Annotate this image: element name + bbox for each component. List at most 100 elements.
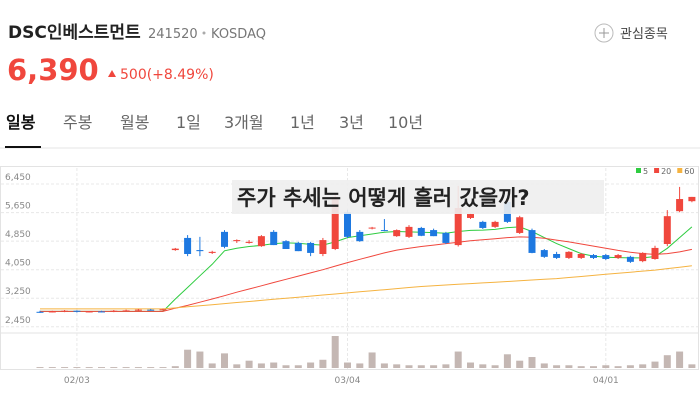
candle-body	[565, 251, 573, 258]
volume-bar	[184, 349, 192, 368]
volume-bar	[454, 351, 462, 368]
candle-body	[417, 227, 425, 236]
legend-swatch	[654, 168, 660, 173]
candle-body	[319, 240, 327, 254]
candle-body	[233, 240, 241, 242]
volume-bar	[98, 367, 105, 368]
candle-body	[626, 256, 634, 262]
volume-bar	[257, 363, 265, 368]
volume-bar	[516, 360, 524, 368]
volume-bar	[61, 367, 69, 368]
y-tick-label: 4,050	[5, 259, 31, 269]
volume-bar	[503, 354, 511, 368]
volume-bar	[221, 353, 228, 368]
candle-body	[36, 311, 44, 313]
ma-line	[40, 236, 692, 312]
volume-bar	[553, 365, 561, 368]
candle-body	[663, 216, 671, 245]
volume-bar	[430, 365, 438, 368]
volume-bar	[85, 367, 93, 368]
candle-body	[442, 232, 450, 243]
chart-frame	[0, 166, 699, 370]
legend-label: 5	[643, 167, 648, 176]
volume-bar	[331, 336, 339, 368]
volume-bar	[405, 365, 413, 368]
candle-body	[454, 207, 462, 246]
candle-body	[307, 242, 315, 253]
volume-bar	[356, 363, 364, 368]
volume-bar	[134, 367, 142, 368]
y-tick-label: 6,450	[5, 173, 31, 183]
candle-body	[602, 255, 610, 259]
volume-bar	[651, 361, 659, 368]
candle-body	[676, 199, 684, 212]
candle-body	[393, 230, 401, 237]
candle-body	[270, 231, 278, 246]
ma-line	[40, 265, 692, 310]
x-tick-label: 04/01	[593, 376, 619, 386]
volume-bar	[380, 363, 388, 368]
tab[interactable]: 주봉	[63, 113, 92, 132]
volume-bar	[442, 364, 450, 368]
annotation: 주가 추세는 어떻게 흘러 갔을까?	[237, 186, 530, 210]
candle-body	[688, 196, 696, 202]
tab[interactable]: 3년	[339, 113, 364, 132]
volume-bar	[676, 351, 684, 368]
candle-body	[344, 212, 351, 237]
legend-swatch	[677, 168, 683, 173]
candle-body	[553, 253, 561, 258]
y-tick-label: 4,850	[5, 230, 31, 240]
volume-bar	[159, 367, 167, 368]
volume-bar	[196, 351, 204, 368]
candle-body	[48, 311, 56, 313]
volume-bar	[565, 365, 573, 368]
candle-body	[98, 311, 105, 313]
candle-body	[590, 255, 597, 258]
candle-body	[221, 231, 228, 247]
volume-bar	[319, 359, 327, 368]
volume-bar	[110, 367, 118, 368]
volume-bar	[122, 367, 130, 368]
candle-body	[491, 221, 499, 227]
candle-body	[430, 230, 438, 237]
legend-swatch	[636, 168, 641, 173]
volume-bar	[344, 362, 351, 368]
separator-dot	[202, 31, 206, 35]
candle-body	[245, 241, 253, 243]
candle-body	[405, 226, 413, 237]
active-tab-underline	[5, 146, 41, 148]
volume-bar	[467, 362, 474, 368]
volume-bar	[639, 364, 647, 368]
tab[interactable]: 일봉	[6, 113, 36, 132]
volume-bar	[147, 367, 155, 368]
candle-body	[61, 310, 69, 312]
y-tick-label: 5,650	[5, 202, 31, 212]
y-tick-label: 3,250	[5, 287, 31, 297]
tab[interactable]: 3개월	[224, 113, 264, 132]
candle-body	[467, 214, 474, 218]
watch-label: 관심종목	[620, 27, 668, 42]
volume-bar	[245, 360, 253, 368]
candle-body	[196, 250, 204, 252]
x-tick-label: 03/04	[335, 376, 361, 386]
candle-body	[171, 248, 179, 251]
candle-body	[516, 217, 524, 233]
stock-name: DSC인베스트먼트	[8, 23, 141, 43]
volume-bar	[282, 365, 290, 368]
stock-code: 241520	[148, 27, 198, 42]
market: KOSDAQ	[211, 27, 266, 42]
volume-bar	[491, 365, 499, 368]
volume-bar	[36, 367, 44, 368]
watch-button[interactable]: 관심종목	[594, 23, 668, 43]
tab[interactable]: 1년	[290, 113, 315, 132]
candle-body	[528, 230, 536, 253]
volume-bar	[614, 366, 622, 368]
candle-body	[651, 247, 659, 259]
tab[interactable]: 1일	[176, 113, 201, 132]
candle-body	[134, 309, 142, 311]
candle-body	[257, 236, 265, 247]
tab[interactable]: 10년	[388, 113, 423, 132]
price-change: 500(+8.49%)	[120, 67, 214, 83]
tab[interactable]: 월봉	[120, 113, 149, 132]
